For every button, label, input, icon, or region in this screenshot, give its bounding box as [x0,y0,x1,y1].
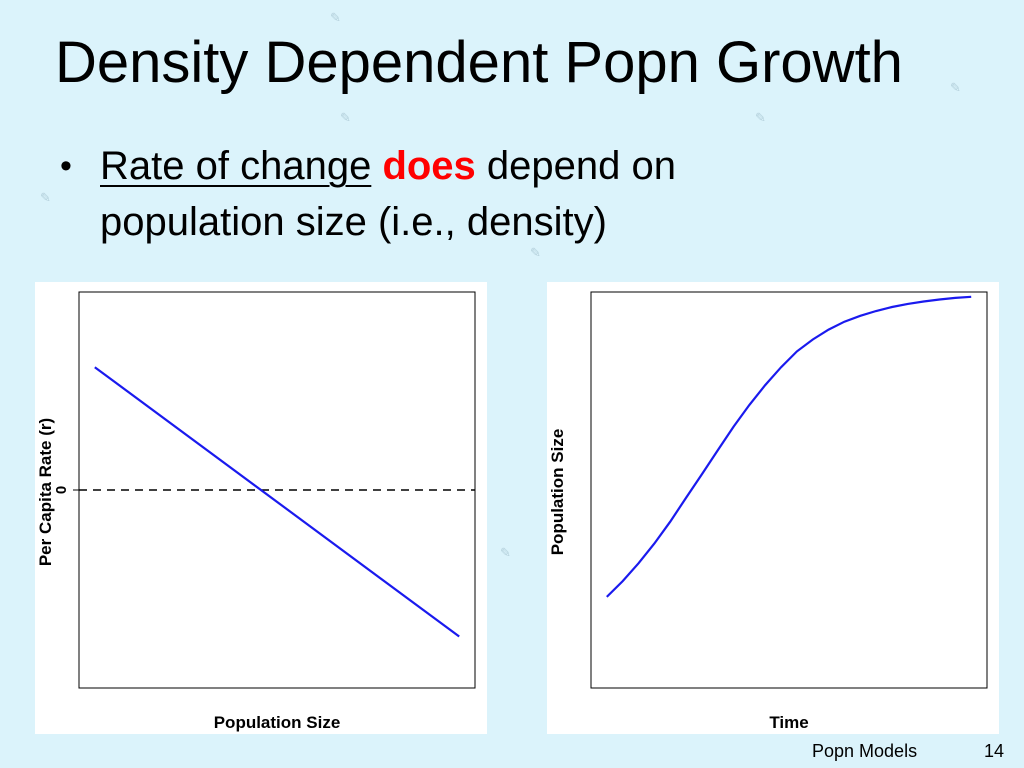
data-series-line [606,295,972,598]
page-number: 14 [984,741,1005,761]
footer-label: Popn Models [812,741,918,761]
chart-rate-vs-size: 0 Population Size Per Capita Rate (r) [36,291,476,732]
y-axis-label: Per Capita Rate (r) [36,418,55,566]
background-bird-decoration: ✎ [40,190,51,205]
bullet-dot-icon: • [60,147,72,185]
bullet-emphasis-word: does [382,144,476,188]
y-tick-label: 0 [53,486,70,494]
chart-panel-size-vs-time: Time Population Size [547,282,999,734]
x-axis-label: Population Size [214,713,341,732]
background-bird-decoration: ✎ [950,80,961,95]
x-axis-label: Time [769,713,808,732]
background-bird-decoration: ✎ [340,110,351,125]
background-bird-decoration: ✎ [530,245,541,260]
bullet-text: Rate of change does depend on population… [100,138,960,250]
chart-panel-rate-vs-size: 0 Population Size Per Capita Rate (r) [35,282,487,734]
background-bird-decoration: ✎ [755,110,766,125]
bullet-line-two: population size (i.e., density) [100,200,607,244]
slide-title: Density Dependent Popn Growth [55,30,903,95]
plot-frame [590,291,988,689]
background-bird-decoration: ✎ [500,545,511,560]
background-bird-decoration: ✎ [330,10,341,25]
bullet-phrase-end: depend on [486,144,677,188]
bullet-underlined-phrase: Rate of change [100,144,372,188]
y-axis-label: Population Size [548,429,567,556]
data-series-line [94,366,460,638]
chart-size-vs-time: Time Population Size [548,291,988,732]
